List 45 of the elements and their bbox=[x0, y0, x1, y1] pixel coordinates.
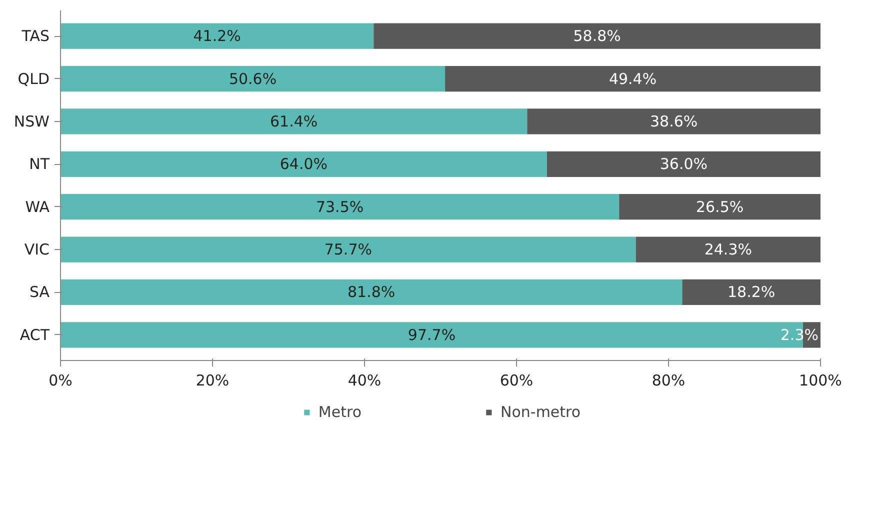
bar bbox=[60, 151, 547, 177]
bar bbox=[527, 108, 820, 134]
data-label: 36.0% bbox=[660, 155, 708, 174]
bar bbox=[60, 23, 374, 49]
data-label: 26.5% bbox=[696, 198, 744, 216]
y-tick-label: TAS bbox=[20, 27, 50, 46]
y-tick-label: NSW bbox=[14, 112, 50, 130]
data-label: 75.7% bbox=[324, 240, 372, 259]
data-label: 73.5% bbox=[316, 198, 364, 216]
data-label: 50.6% bbox=[228, 70, 277, 88]
bar bbox=[682, 279, 820, 306]
x-tick-label: 20% bbox=[196, 372, 230, 390]
bar bbox=[619, 194, 820, 220]
x-tick-label: 0% bbox=[48, 372, 72, 390]
y-tick-label: VIC bbox=[24, 240, 50, 259]
bar bbox=[60, 108, 528, 134]
bar bbox=[546, 151, 820, 177]
x-tick-label: 100% bbox=[799, 372, 842, 390]
x-tick-label: 60% bbox=[500, 372, 534, 390]
data-label: 18.2% bbox=[728, 283, 776, 302]
data-label: 38.6% bbox=[650, 112, 698, 130]
x-tick-label: 80% bbox=[652, 372, 686, 390]
bar bbox=[636, 236, 820, 262]
bar bbox=[60, 236, 636, 262]
data-label: 49.4% bbox=[608, 70, 657, 88]
y-tick-label: QLD bbox=[18, 70, 50, 88]
bar bbox=[445, 66, 820, 92]
legend-label: Metro bbox=[318, 403, 362, 421]
data-label: 97.7% bbox=[408, 326, 456, 344]
bar bbox=[60, 279, 682, 306]
data-label: 24.3% bbox=[704, 240, 752, 259]
x-tick-label: 40% bbox=[348, 372, 382, 390]
data-label: 61.4% bbox=[270, 112, 318, 130]
y-tick-label: SA bbox=[29, 283, 50, 302]
bar bbox=[60, 66, 446, 92]
data-label: 64.0% bbox=[280, 155, 328, 174]
legend-label: Non-metro bbox=[500, 403, 581, 421]
y-tick-label: NT bbox=[29, 155, 50, 174]
data-label: 58.8% bbox=[573, 27, 621, 46]
y-tick-label: ACT bbox=[20, 326, 50, 344]
data-label: 81.8% bbox=[348, 283, 396, 302]
data-label: 41.2% bbox=[193, 27, 241, 46]
bar bbox=[60, 194, 620, 220]
y-tick-label: WA bbox=[25, 198, 50, 216]
bar bbox=[374, 23, 820, 49]
